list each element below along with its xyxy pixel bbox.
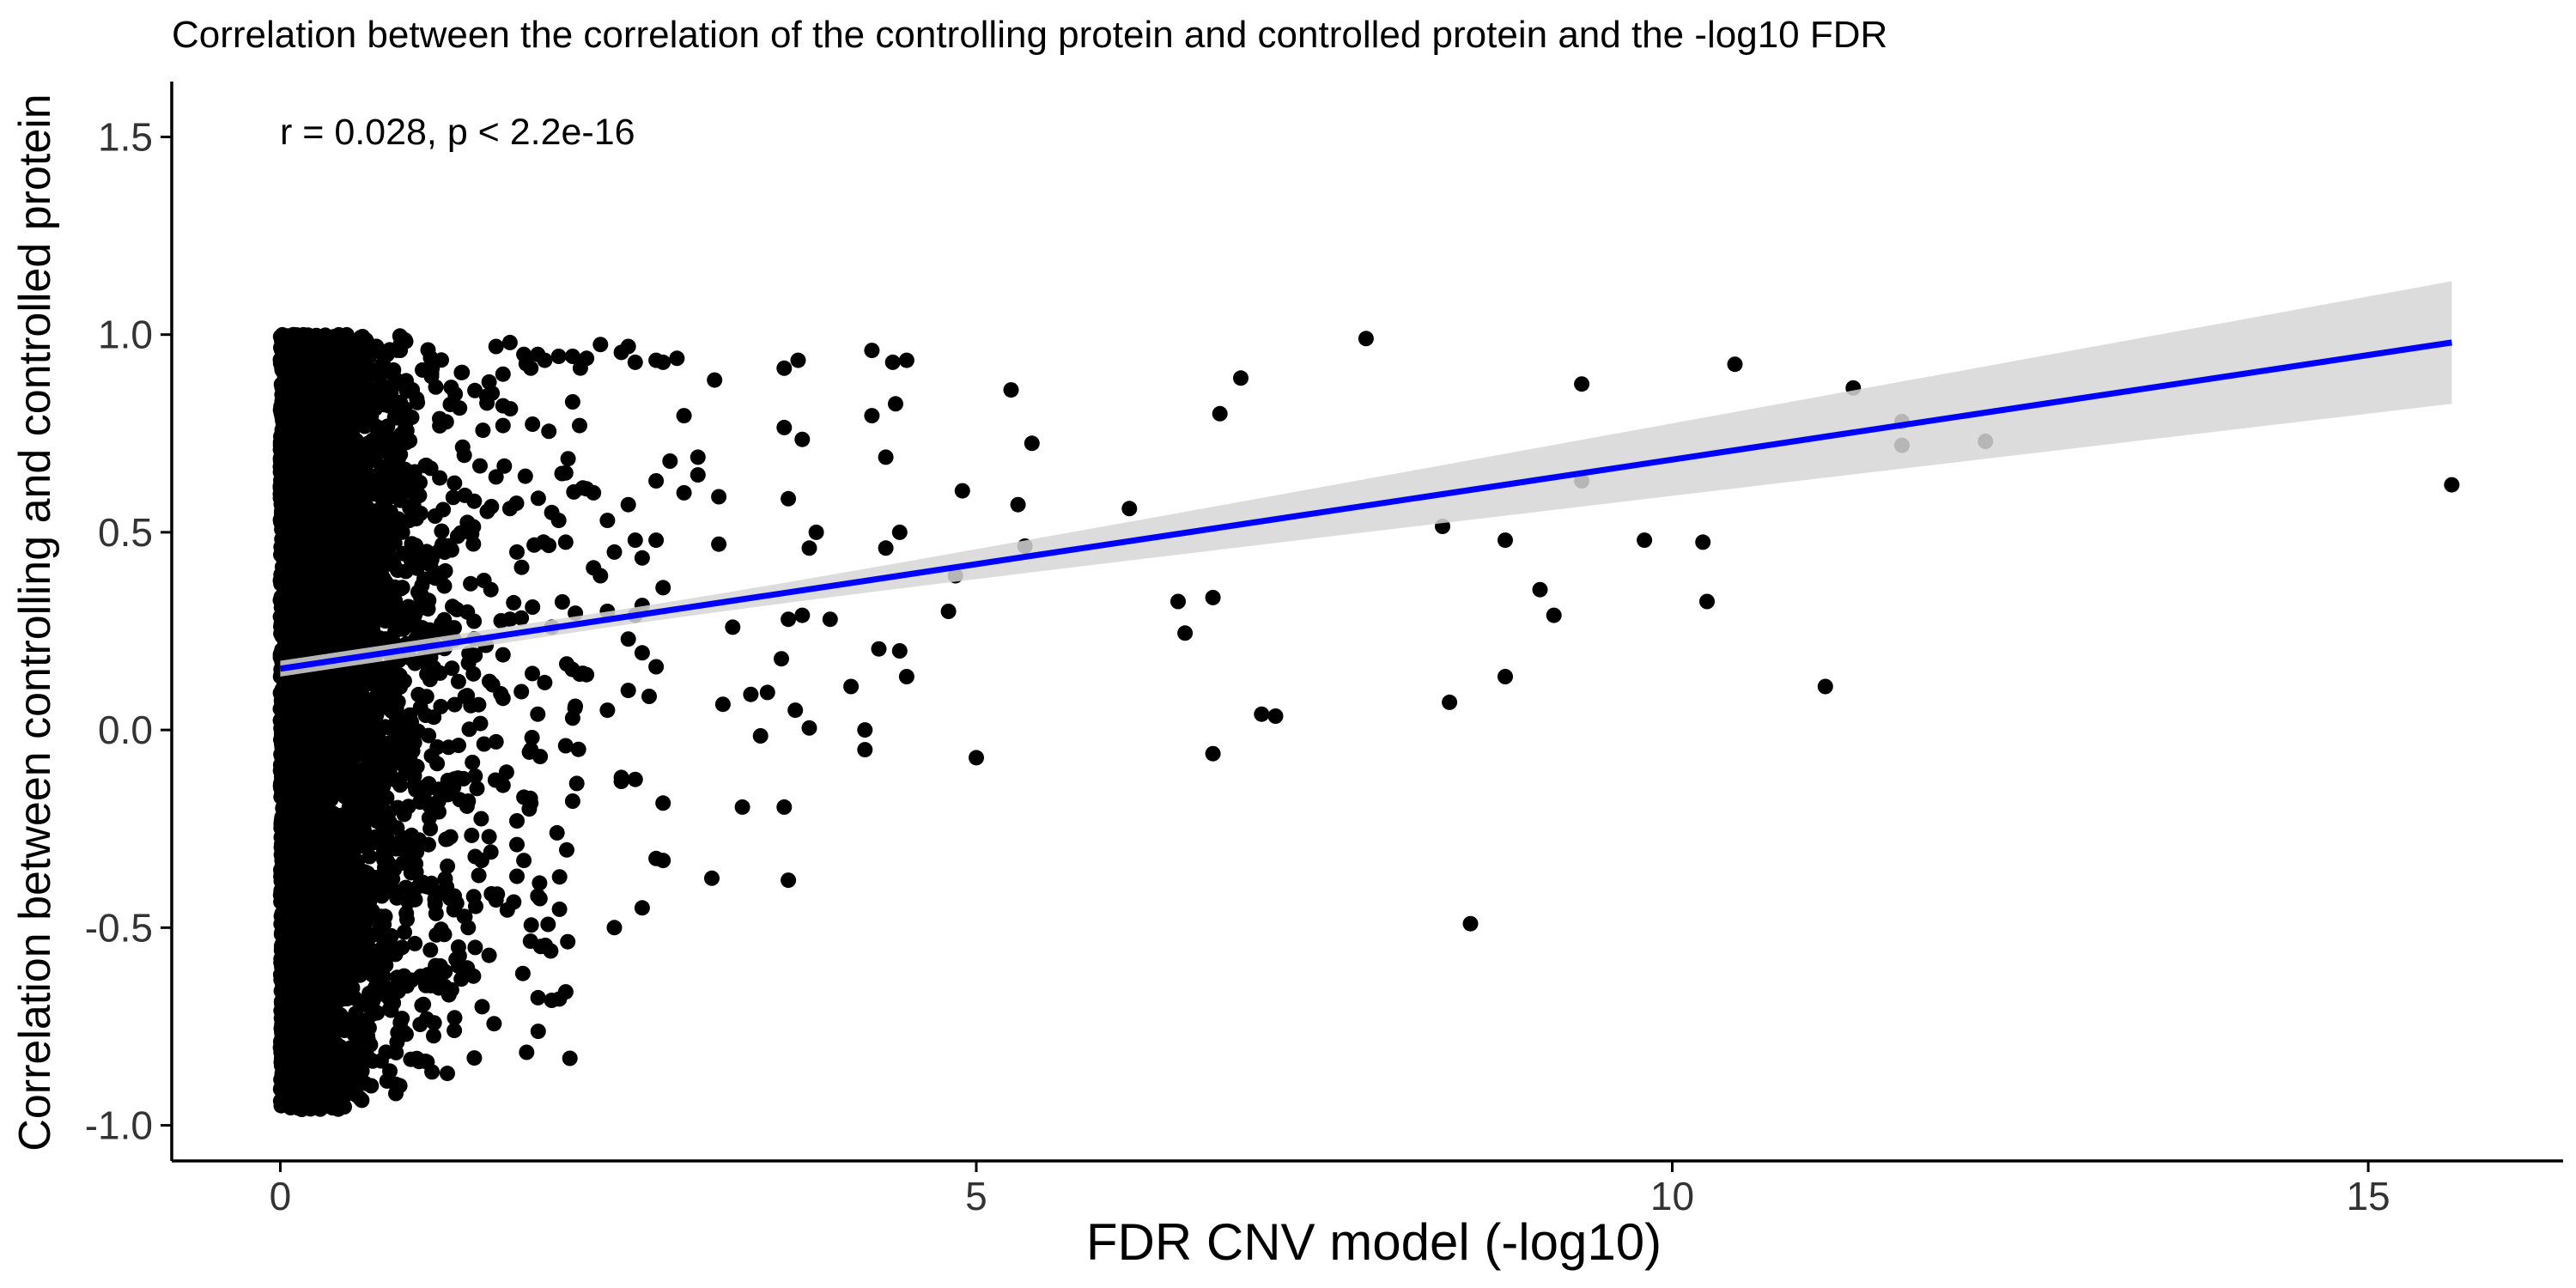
data-point	[331, 766, 348, 782]
data-point	[343, 792, 359, 807]
data-point	[389, 969, 405, 986]
data-point	[426, 1015, 442, 1031]
data-point	[329, 982, 345, 999]
data-point	[440, 858, 456, 874]
data-point	[410, 686, 427, 702]
data-point	[421, 727, 437, 744]
data-point	[337, 496, 353, 513]
chart-title: Correlation between the correlation of t…	[172, 14, 1887, 56]
data-point	[387, 683, 404, 699]
data-point	[346, 1044, 362, 1060]
data-point	[434, 523, 450, 539]
data-point	[357, 1075, 373, 1091]
data-point	[338, 329, 355, 345]
data-point	[390, 562, 406, 579]
data-point	[334, 481, 350, 497]
data-point	[447, 475, 463, 491]
data-point	[442, 397, 459, 412]
data-point	[336, 939, 352, 956]
data-point	[341, 589, 357, 605]
data-point	[471, 867, 487, 884]
data-point	[344, 632, 361, 648]
data-point	[340, 733, 356, 749]
data-point	[326, 593, 343, 610]
data-point	[334, 966, 350, 982]
data-point	[451, 738, 466, 754]
data-point	[360, 559, 376, 575]
data-point	[443, 380, 459, 396]
data-point	[445, 489, 461, 506]
data-point	[411, 832, 428, 848]
data-point	[389, 890, 405, 906]
data-point	[435, 501, 452, 518]
data-point	[467, 382, 483, 398]
data-point	[351, 1057, 368, 1073]
data-point	[369, 685, 386, 702]
data-point	[334, 674, 350, 690]
data-point	[336, 619, 352, 635]
data-point	[272, 1093, 289, 1109]
data-point	[459, 604, 476, 620]
data-point	[450, 673, 466, 690]
data-point	[445, 598, 460, 615]
data-point	[447, 696, 463, 713]
data-point	[382, 1063, 398, 1079]
data-point	[375, 549, 392, 565]
data-point	[397, 924, 412, 940]
data-point	[407, 935, 423, 951]
data-point	[402, 433, 418, 449]
data-point	[334, 556, 350, 573]
data-point	[377, 613, 393, 629]
data-point	[349, 1087, 365, 1103]
data-point	[465, 665, 482, 682]
data-point	[331, 455, 348, 471]
data-point	[343, 345, 358, 361]
data-point	[330, 903, 346, 920]
data-point	[346, 619, 362, 635]
data-point	[330, 920, 346, 935]
data-point	[355, 1027, 370, 1043]
data-point	[337, 953, 353, 969]
points-layer	[272, 326, 2460, 1117]
data-point	[419, 781, 435, 798]
data-point	[404, 553, 421, 569]
data-point	[346, 544, 362, 560]
data-point	[412, 1017, 428, 1033]
data-point	[414, 997, 430, 1013]
data-point	[341, 825, 357, 841]
data-point	[390, 451, 406, 467]
data-point	[327, 1016, 343, 1032]
data-point	[378, 957, 394, 973]
data-point	[434, 616, 450, 632]
data-point	[463, 575, 479, 592]
data-point	[330, 511, 346, 527]
data-point	[339, 1014, 355, 1030]
data-point	[386, 671, 402, 687]
data-point	[378, 631, 394, 647]
data-point	[341, 691, 357, 708]
plot-area	[272, 281, 2460, 1117]
data-point	[336, 395, 352, 411]
data-point	[428, 379, 444, 395]
data-point	[475, 422, 491, 439]
data-point	[459, 514, 476, 531]
data-point	[432, 470, 448, 486]
data-point	[400, 799, 416, 815]
data-point	[338, 419, 355, 435]
data-point	[334, 1090, 350, 1106]
data-point	[391, 981, 406, 998]
data-point	[388, 1085, 404, 1102]
data-point	[344, 568, 361, 583]
data-point	[422, 942, 439, 958]
data-point	[392, 394, 409, 410]
data-point	[440, 1066, 455, 1082]
data-point	[331, 1045, 348, 1061]
data-point	[476, 736, 492, 752]
data-point	[388, 465, 404, 481]
data-point	[394, 524, 410, 540]
data-point	[365, 1053, 381, 1069]
